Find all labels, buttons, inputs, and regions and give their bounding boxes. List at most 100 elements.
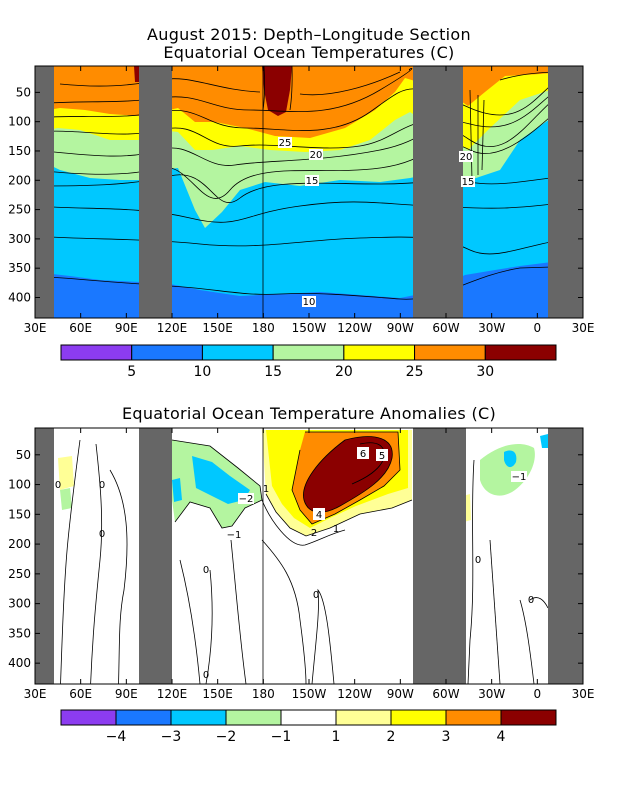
- anomaly-lt-2-east: [504, 450, 517, 468]
- contour-label: 15: [462, 177, 475, 188]
- colorbar-swatch: [272, 344, 345, 361]
- contour-label: 0: [475, 555, 481, 566]
- x-tick-label: 90E: [115, 321, 138, 335]
- x-tick-label: 180: [252, 687, 275, 701]
- x-tick-label: 60W: [432, 687, 459, 701]
- contour-label: 0: [203, 565, 209, 576]
- anomaly-gt4: [303, 436, 393, 513]
- x-tick-label: 60E: [69, 687, 92, 701]
- anomaly-lt-2: [192, 456, 250, 504]
- colorbar-label: −3: [161, 729, 182, 745]
- colorbar-label: 15: [264, 364, 282, 380]
- colorbar-swatch: [343, 344, 416, 361]
- colorbar-label: 25: [406, 364, 424, 380]
- colorbar-swatch: [201, 344, 274, 361]
- land-mask: [548, 428, 583, 684]
- land-mask: [413, 428, 466, 684]
- colorbar-swatch: [60, 709, 117, 726]
- x-tick-label: 180: [252, 321, 275, 335]
- y-tick-label: 400: [8, 290, 31, 304]
- land-mask: [139, 66, 172, 318]
- colorbar-label: 5: [127, 364, 136, 380]
- contour-label: 0: [99, 529, 105, 540]
- x-tick-label: 90W: [387, 321, 414, 335]
- x-tick-label: 30E: [24, 321, 47, 335]
- colorbar-swatch: [60, 344, 133, 361]
- anomaly-gt1-small: [58, 456, 74, 490]
- colorbar-label: 30: [476, 364, 494, 380]
- chart-subtitle: Equatorial Ocean Temperatures (C): [163, 43, 454, 62]
- chart-title: Equatorial Ocean Temperature Anomalies (…: [122, 404, 496, 423]
- colorbar-label: 3: [442, 729, 451, 745]
- contour-label: 0: [99, 480, 105, 491]
- land-mask: [35, 428, 54, 684]
- x-tick-label: 150W: [292, 321, 327, 335]
- y-tick-label: 250: [8, 567, 31, 581]
- colorbar-swatch: [500, 709, 557, 726]
- x-tick-label: 30W: [478, 321, 505, 335]
- contour-label: 2: [311, 528, 317, 539]
- colorbar-label: 10: [194, 364, 212, 380]
- x-tick-label: 30E: [572, 687, 595, 701]
- x-tick-label: 30E: [24, 687, 47, 701]
- x-tick-label: 120E: [157, 687, 188, 701]
- y-tick-label: 200: [8, 537, 31, 551]
- contour-label: −2: [239, 494, 254, 505]
- y-tick-label: 200: [8, 173, 31, 187]
- y-tick-label: 350: [8, 261, 31, 275]
- colorbar-label: −1: [271, 729, 292, 745]
- x-tick-label: 90E: [115, 687, 138, 701]
- colorbar-label: 1: [332, 729, 341, 745]
- contour-label: 0: [313, 590, 319, 601]
- x-tick-label: 120W: [337, 321, 372, 335]
- land-mask: [413, 66, 463, 318]
- axes-top: 30E 60E 90E 120E 150E 180 150W 120W 90W 60W 30W 0 30…: [8, 66, 594, 335]
- colorbar-label: −4: [106, 729, 127, 745]
- colorbar-label: 20: [335, 364, 353, 380]
- anomaly-lt-2-small: [172, 478, 182, 502]
- chart-title: August 2015: Depth–Longitude Section: [147, 25, 471, 44]
- contour-label: 0: [528, 595, 534, 606]
- land-mask: [35, 66, 54, 318]
- anomaly-lt-1-small: [60, 488, 72, 510]
- band-gt30: [262, 66, 292, 116]
- colorbar-label: −2: [216, 729, 237, 745]
- x-tick-label: 120E: [157, 321, 188, 335]
- colorbar-bottom: −4 −3 −2 −1 1 2 3 4: [60, 709, 557, 745]
- colorbar-swatch: [131, 344, 203, 361]
- x-tick-label: 150W: [292, 687, 327, 701]
- contour-labels-bottom: 6 5 4 2 1 −2 −1 −1 1 0 0 0 0 0 0 0 0: [55, 447, 534, 681]
- colorbar-swatch: [414, 344, 486, 361]
- contour-label: 6: [360, 449, 366, 460]
- x-tick-label: 60W: [432, 321, 459, 335]
- colorbar-swatch: [115, 709, 172, 726]
- contour-label: 25: [279, 138, 292, 149]
- x-tick-label: 60E: [69, 321, 92, 335]
- y-tick-label: 250: [8, 203, 31, 217]
- y-tick-label: 350: [8, 626, 31, 640]
- x-tick-label: 150E: [202, 321, 233, 335]
- y-tick-label: 300: [8, 232, 31, 246]
- contour-label: 20: [460, 152, 473, 163]
- y-tick-label: 300: [8, 597, 31, 611]
- x-tick-label: 120W: [337, 687, 372, 701]
- y-tick-label: 150: [8, 144, 31, 158]
- contour-label: 15: [306, 176, 319, 187]
- contour-labels-top: 25 20 15 10 20 15: [278, 137, 475, 308]
- colorbar-swatch: [390, 709, 447, 726]
- x-tick-label: 90W: [387, 687, 414, 701]
- contour-label: 4: [316, 510, 322, 521]
- y-tick-label: 100: [8, 115, 31, 129]
- colorbar-swatch: [225, 709, 282, 726]
- contour-label: 1: [333, 524, 339, 535]
- anomaly-field: [35, 428, 583, 684]
- x-tick-label: 30W: [478, 687, 505, 701]
- contour-label: 0: [55, 480, 61, 491]
- x-tick-label: 150E: [202, 687, 233, 701]
- contour-label: 10: [303, 297, 316, 308]
- contour-label: −1: [227, 530, 242, 541]
- colorbar-swatch: [445, 709, 502, 726]
- colorbar-label: 2: [387, 729, 396, 745]
- anomaly-contours: [60, 431, 549, 684]
- y-tick-label: 100: [8, 478, 31, 492]
